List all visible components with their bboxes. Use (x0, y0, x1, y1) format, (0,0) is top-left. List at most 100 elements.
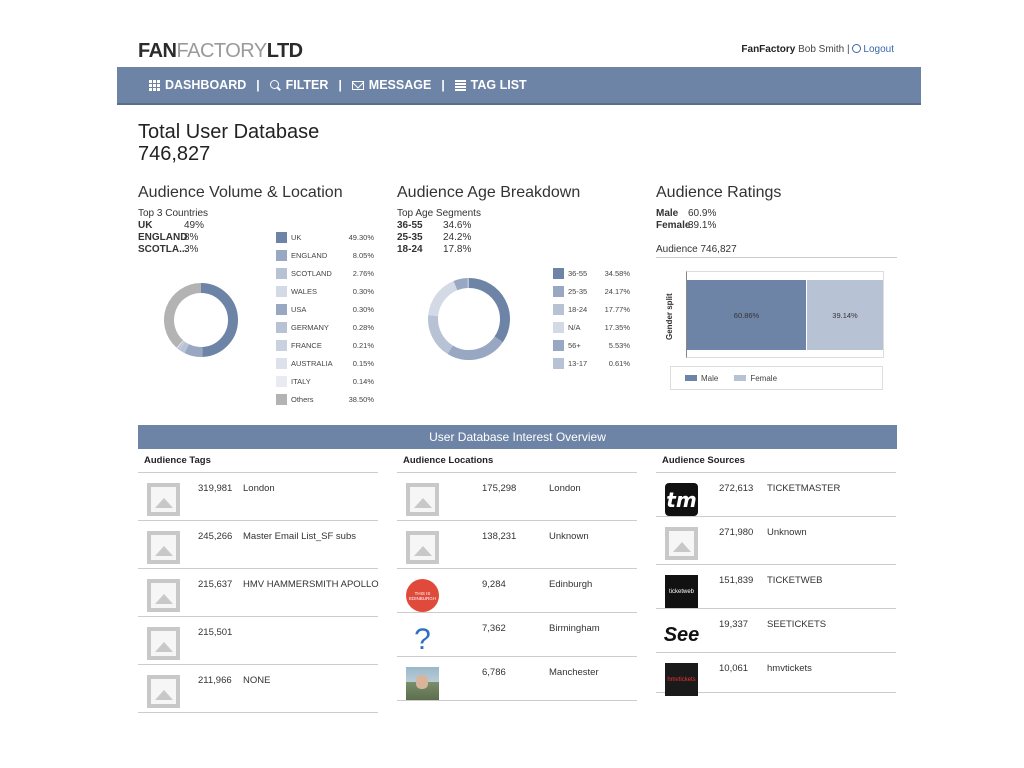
bar-male: 60.86% (687, 280, 806, 350)
rating-row: Female39.1% (656, 220, 716, 232)
donut-slice (428, 315, 454, 354)
nav-filter[interactable]: FILTER (269, 78, 328, 92)
legend-swatch (276, 394, 287, 405)
legend-swatch (553, 322, 564, 333)
list-item[interactable]: 245,266 Master Email List_SF subs (138, 521, 378, 569)
volume-top-countries: UK 49% ENGLAND8% SCOTLA...3% (138, 220, 204, 256)
list-item[interactable]: 211,966 NONE (138, 665, 378, 713)
donut-slice (453, 278, 469, 291)
row-count: 6,786 (482, 667, 506, 678)
ratings-stats: Male 60.9% Female39.1% (656, 208, 716, 232)
column-heading: Audience Sources (656, 453, 896, 473)
row-name: Unknown (549, 531, 589, 542)
row-count: 9,284 (482, 579, 506, 590)
legend-swatch (685, 375, 697, 382)
rating-value: 60.9% (688, 208, 717, 219)
image-placeholder-icon (147, 675, 180, 708)
country-value: 3% (184, 244, 199, 255)
image-placeholder-icon (147, 627, 180, 660)
legend-item: N/A 17.35% (553, 322, 630, 333)
donut-slice (179, 341, 190, 354)
list-item[interactable]: 6,786 Manchester (397, 657, 637, 701)
row-name: London (243, 483, 275, 494)
audience-tags-column: Audience Tags 319,981 London 245,266 Master … (138, 453, 379, 713)
total-title: Total User Database (138, 121, 320, 143)
gender-legend: Male Female (670, 366, 883, 390)
legend-item: ENGLAND 8.05% (276, 250, 374, 261)
legend-swatch (276, 376, 287, 387)
legend-label: Others (291, 395, 314, 404)
legend-value: 0.21% (352, 341, 374, 350)
list-item[interactable]: ? 7,362 Birmingham (397, 613, 637, 657)
legend-swatch (276, 232, 287, 243)
nav-dashboard[interactable]: DASHBOARD (149, 78, 246, 92)
donut-slice (184, 344, 203, 357)
legend-item: Others 38.50% (276, 394, 374, 405)
row-name: Edinburgh (549, 579, 593, 590)
legend-swatch (553, 268, 564, 279)
legend-label: FRANCE (291, 341, 322, 350)
age-name: 18-24 (397, 244, 423, 255)
legend-item: WALES 0.30% (276, 286, 374, 297)
legend-value: 0.28% (352, 323, 374, 332)
row-name: SEETICKETS (767, 619, 827, 630)
nav-message[interactable]: MESSAGE (351, 78, 431, 92)
user-bar-separator: | (847, 44, 850, 55)
legend-value: 0.15% (352, 359, 374, 368)
row-count: 7,362 (482, 623, 506, 634)
country-name: UK (138, 220, 153, 231)
logout-link[interactable]: Logout (852, 44, 894, 55)
column-heading: Audience Tags (138, 453, 378, 473)
list-item[interactable]: 215,637 HMV HAMMERSMITH APOLLO (138, 569, 379, 617)
image-placeholder-icon (147, 531, 180, 564)
edinburgh-logo: THIS IS EDINBURGH (406, 579, 439, 612)
logo-part-factory: FACTORY (176, 40, 268, 62)
list-item[interactable]: 215,501 (138, 617, 378, 665)
nav-dashboard-label: DASHBOARD (165, 78, 247, 92)
top-country-row: UK 49% (138, 220, 204, 232)
row-count: 215,501 (198, 627, 233, 638)
list-item[interactable]: 138,231 Unknown (397, 521, 637, 569)
image-placeholder-icon (406, 483, 439, 516)
legend-value: 17.77% (604, 305, 630, 314)
donut-slice (164, 283, 202, 348)
legend-label: N/A (568, 323, 581, 332)
legend-label: UK (291, 233, 302, 242)
legend-swatch (276, 268, 287, 279)
list-item[interactable]: ticketweb 151,839 TICKETWEB (656, 565, 896, 609)
fanfactory-logo[interactable]: FANFACTORYLTD (138, 40, 303, 63)
list-item[interactable]: 271,980 Unknown (656, 517, 896, 565)
list-item[interactable]: tm 272,613 TICKETMASTER (656, 473, 896, 517)
list-item[interactable]: hmvtickets 10,061 hmvtickets (656, 653, 896, 696)
user-name: Bob Smith (798, 44, 845, 55)
row-count: 138,231 (482, 531, 517, 542)
top-age-row: 25-35 24.2% (397, 232, 471, 244)
list-item[interactable]: 319,981 London (138, 473, 378, 521)
legend-item: 18-24 17.77% (553, 304, 630, 315)
row-count: 211,966 (198, 675, 232, 686)
legend-label: AUSTRALIA (291, 359, 333, 368)
age-value: 34.6% (443, 220, 472, 231)
row-name: Manchester (549, 667, 599, 678)
legend-item: ITALY 0.14% (276, 376, 374, 387)
audience-count-label: Audience 746,827 (656, 244, 737, 255)
age-title: Audience Age Breakdown (397, 184, 581, 201)
age-value: 17.8% (443, 244, 472, 255)
search-icon (269, 79, 281, 91)
legend-label: SCOTLAND (291, 269, 332, 278)
nav-tag-list-label: TAG LIST (470, 78, 527, 92)
country-name: SCOTLA... (138, 244, 188, 255)
list-item[interactable]: 175,298 London (397, 473, 637, 521)
logo-part-fan: FAN (138, 40, 177, 62)
column-heading: Audience Locations (397, 453, 637, 473)
nav-tag-list[interactable]: TAG LIST (454, 78, 527, 92)
legend-value: 2.76% (352, 269, 374, 278)
power-icon (852, 44, 862, 53)
list-item[interactable]: THIS IS EDINBURGH 9,284 Edinburgh (397, 569, 637, 613)
nav-separator: | (441, 78, 445, 92)
logo-part-ltd: LTD (266, 40, 303, 62)
legend-label: GERMANY (291, 323, 329, 332)
legend-item: SCOTLAND 2.76% (276, 268, 374, 279)
list-item[interactable]: See 19,337 SEETICKETS (656, 609, 896, 653)
legend-item: 25-35 24.17% (553, 286, 630, 297)
